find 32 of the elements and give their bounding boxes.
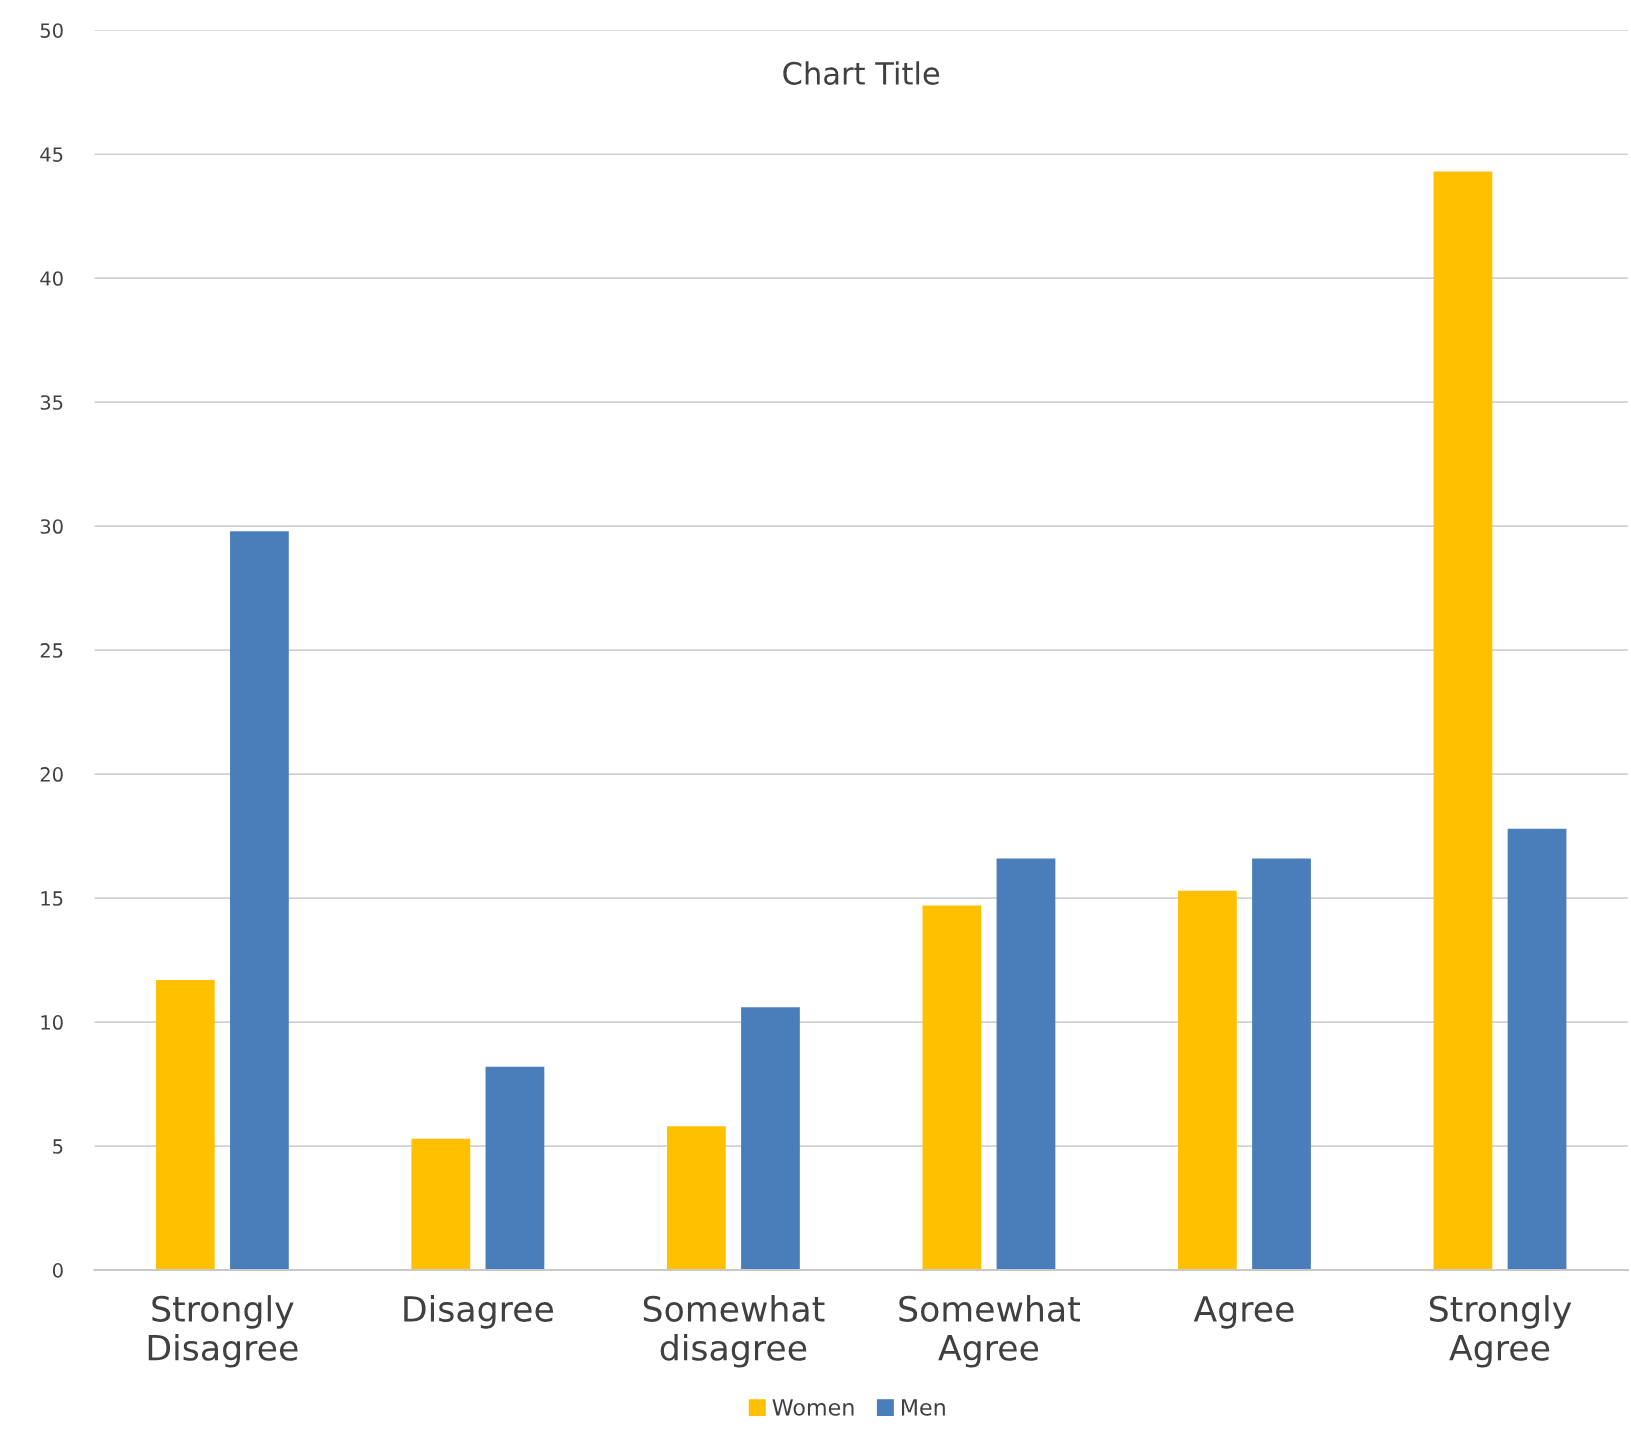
- y-tick-label: 10: [41, 1015, 63, 1030]
- y-tick-label: 15: [41, 891, 63, 906]
- bar: [666, 1126, 726, 1271]
- x-tick-label: Agree: [1193, 1296, 1294, 1329]
- x-tick-label: Somewhat Agree: [899, 1295, 1080, 1368]
- bar: [155, 979, 215, 1271]
- bar: [230, 531, 289, 1271]
- bar: [1252, 858, 1311, 1271]
- bar: [411, 1138, 471, 1271]
- text: Chart Title: [783, 61, 940, 85]
- y-tick-label: 0: [52, 1263, 63, 1278]
- bar: [485, 1066, 545, 1271]
- y-tick-label: 5: [53, 1139, 63, 1154]
- bar: [1433, 171, 1493, 1271]
- bar: [1507, 828, 1567, 1271]
- y-tick-label: 25: [40, 643, 63, 658]
- x-tick-label: Strongly Agree: [1429, 1295, 1572, 1368]
- x-tick-label: Strongly Disagree: [148, 1295, 298, 1368]
- y-tick-label: 50: [40, 23, 63, 38]
- y-tick-label: 30: [40, 519, 63, 534]
- y-tick-label: 40: [40, 271, 63, 286]
- y-tick-label: 35: [40, 395, 63, 410]
- bar: [741, 1007, 800, 1271]
- bar: [1178, 890, 1237, 1271]
- legend-label: Men: [902, 1399, 945, 1416]
- bar: [922, 905, 982, 1271]
- bar: [996, 858, 1056, 1271]
- x-tick-label: Disagree: [404, 1295, 554, 1329]
- legend-label: Women: [772, 1399, 854, 1416]
- x-tick-label: Somewhat disagree: [643, 1295, 825, 1368]
- y-tick-label: 45: [40, 147, 63, 162]
- y-tick-label: 20: [40, 767, 63, 782]
